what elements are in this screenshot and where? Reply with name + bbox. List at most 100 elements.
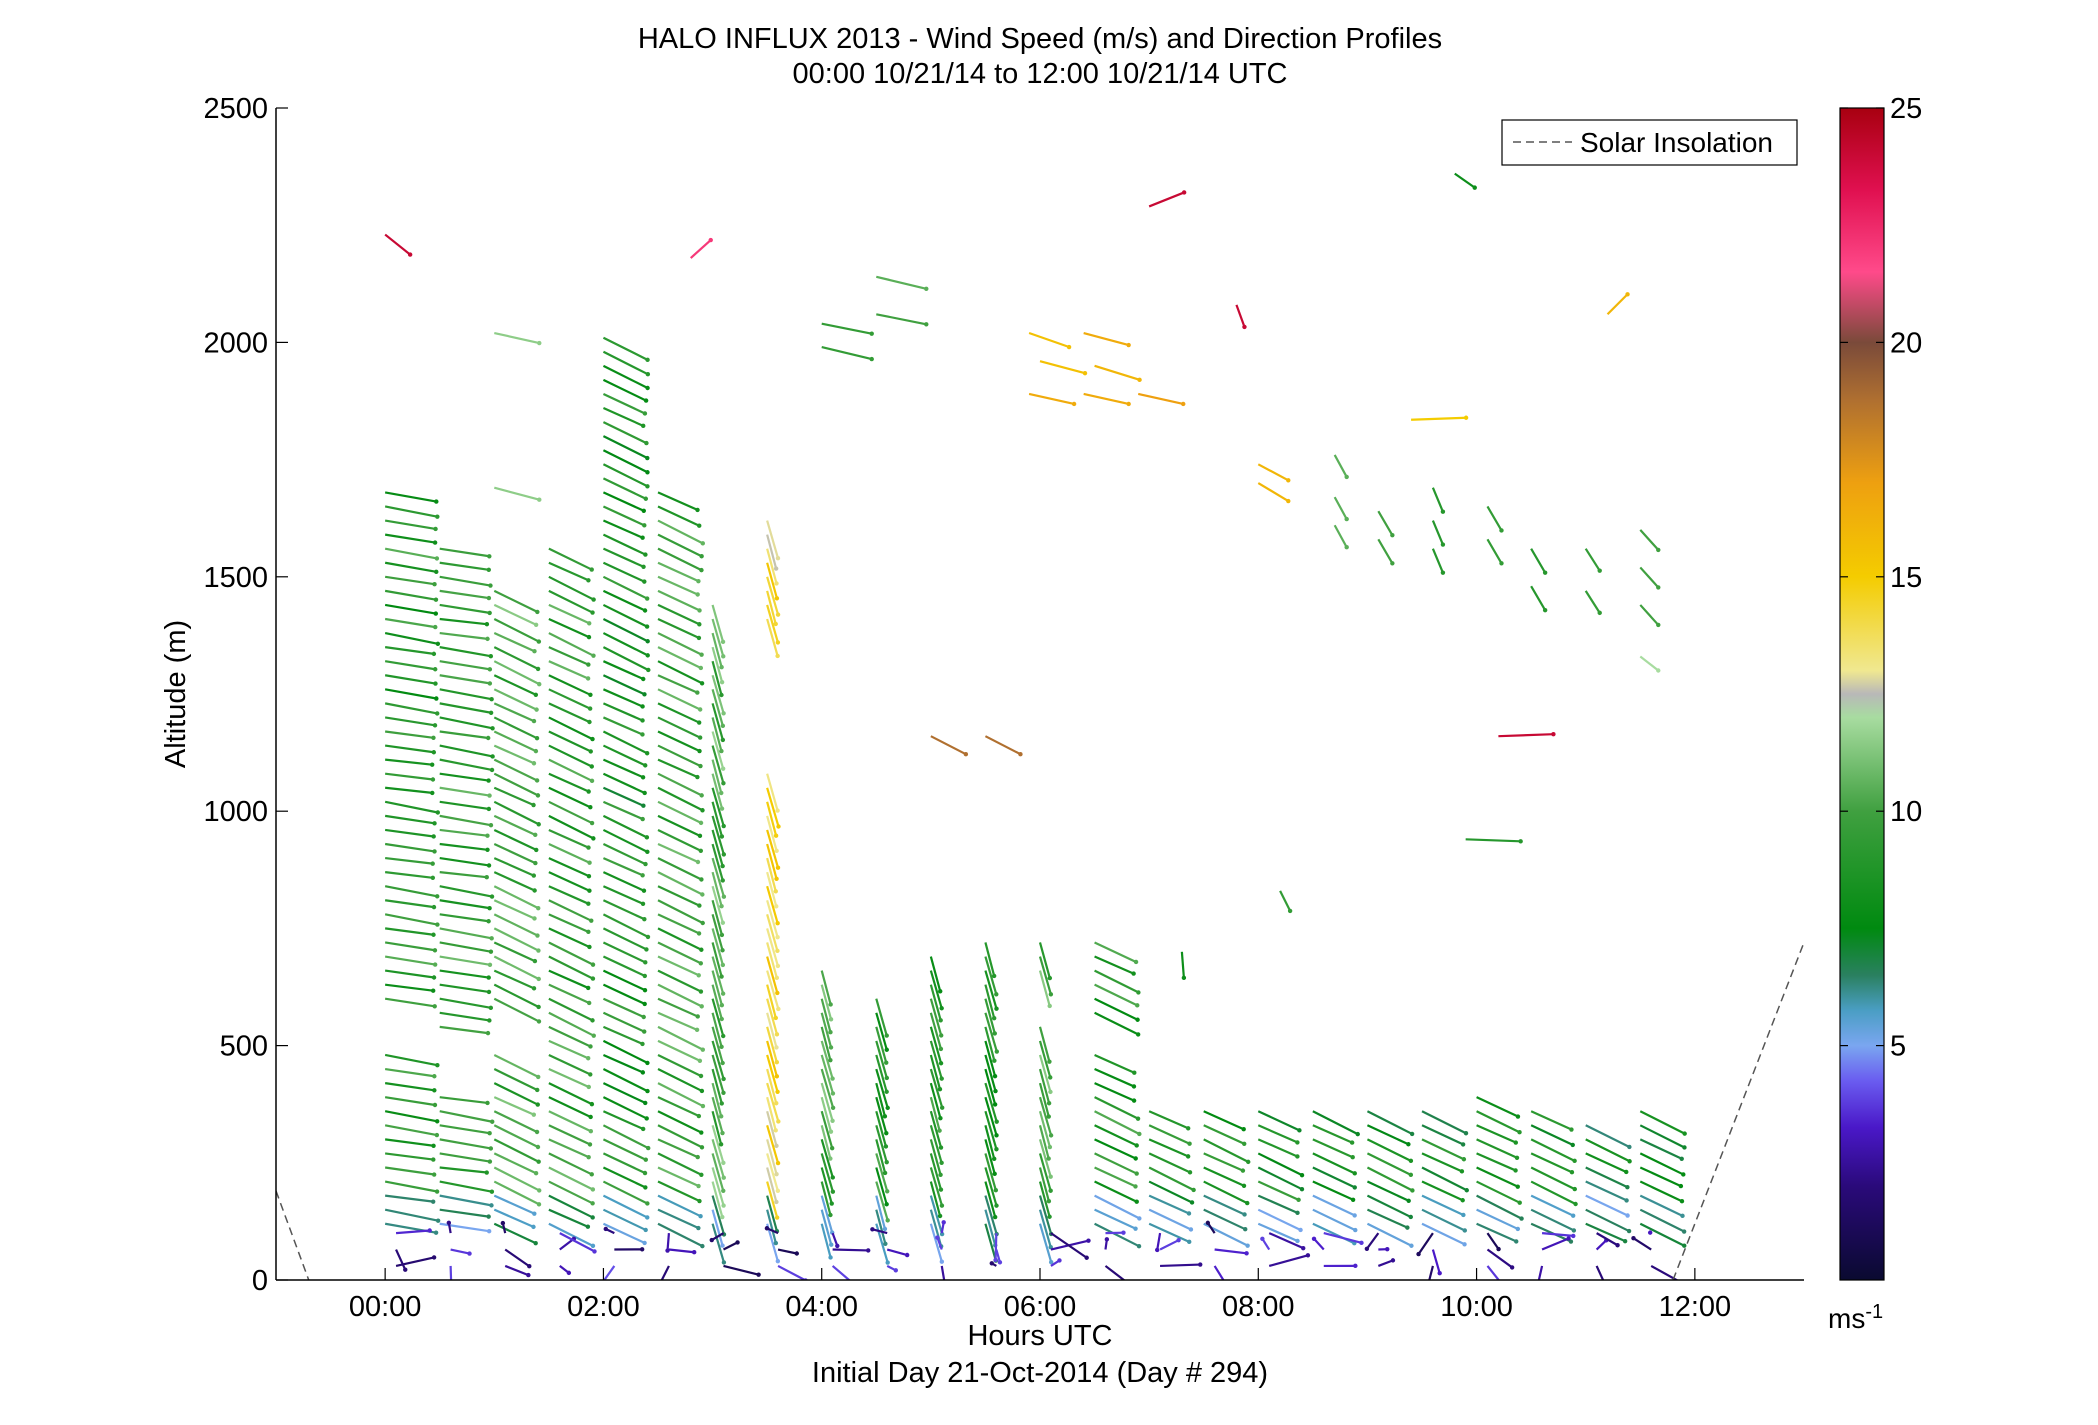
wind-barb-head <box>699 1088 705 1094</box>
x-tick-label: 02:00 <box>567 1291 640 1323</box>
wind-barb-head <box>775 1188 781 1194</box>
wind-barb-head <box>1137 1216 1142 1221</box>
wind-barb-head <box>537 340 542 346</box>
wind-barb-head <box>430 875 436 881</box>
wind-barb-head <box>535 1102 540 1107</box>
wind-barb-head <box>1515 1184 1520 1189</box>
wind-barb-head <box>720 991 726 996</box>
wind-barb <box>929 984 942 1021</box>
wind-barb <box>1038 1195 1053 1235</box>
wind-barb-head <box>883 1241 888 1247</box>
wind-barb-head <box>487 554 492 559</box>
wind-barb-head <box>697 903 702 908</box>
wind-barb <box>548 1208 589 1228</box>
wind-barb-head <box>586 662 591 667</box>
wind-barb <box>1595 1239 1608 1251</box>
wind-barb <box>385 730 434 739</box>
wind-barb-head <box>644 947 649 952</box>
wind-barb-head <box>774 596 780 601</box>
wind-barb <box>711 956 725 994</box>
wind-barb-head <box>700 808 705 813</box>
wind-barb <box>384 519 436 531</box>
wind-barb <box>1476 1180 1521 1204</box>
wind-barb <box>602 407 644 427</box>
wind-barb-head <box>884 1047 889 1052</box>
wind-barb-head <box>721 852 727 857</box>
wind-barb <box>548 646 589 666</box>
wind-barb-head <box>1570 1213 1576 1218</box>
wind-barb <box>493 969 535 990</box>
wind-barb-head <box>1135 1017 1140 1022</box>
wind-barb <box>1148 1124 1191 1145</box>
wind-barb <box>995 1249 1001 1263</box>
wind-barb <box>384 927 434 936</box>
wind-barb-head <box>433 597 439 602</box>
wind-barb-head <box>1205 1220 1211 1226</box>
wind-barb <box>602 899 645 921</box>
wind-barb-head <box>721 1188 726 1193</box>
wind-barb <box>1377 510 1394 536</box>
wind-barb <box>929 1082 942 1119</box>
wind-barb-head <box>535 609 540 615</box>
wind-barb <box>439 603 490 614</box>
wind-barb-head <box>1408 1214 1413 1220</box>
wind-barb-head <box>432 948 438 953</box>
wind-barb <box>657 1208 699 1230</box>
wind-barb <box>766 1124 780 1164</box>
wind-barb-head <box>642 523 647 528</box>
colorbar-tick-label: 15 <box>1890 562 1922 594</box>
wind-barb-head <box>586 929 591 935</box>
wind-barb <box>1094 1152 1138 1175</box>
wind-barb-head <box>937 1086 943 1092</box>
wind-barb <box>766 1209 777 1244</box>
wind-barb <box>657 702 700 724</box>
wind-barb-head <box>994 1203 999 1208</box>
wind-barb <box>984 1153 997 1191</box>
wind-barb <box>439 730 489 740</box>
wind-barb-head <box>775 865 781 870</box>
wind-barb <box>1639 566 1660 589</box>
wind-barb <box>493 1194 535 1215</box>
wind-barb-head <box>536 1019 542 1024</box>
wind-barb-head <box>537 1188 542 1193</box>
wind-barb-head <box>532 888 537 893</box>
wind-barb <box>711 1026 724 1064</box>
wind-barb-head <box>1499 561 1504 566</box>
y-tick-label: 1500 <box>203 562 268 594</box>
wind-barb <box>1083 392 1129 406</box>
wind-barb-head <box>1132 1070 1137 1075</box>
wind-barb <box>1431 548 1444 574</box>
wind-barb <box>711 970 723 1006</box>
wind-barb <box>602 1222 646 1244</box>
wind-barb <box>602 871 645 892</box>
wind-barb-head <box>963 751 969 757</box>
wind-barb-head <box>1519 1216 1524 1221</box>
wind-barb <box>1421 1222 1466 1246</box>
wind-barb <box>1039 360 1086 375</box>
wind-barb <box>875 1096 888 1134</box>
wind-barb-head <box>1126 401 1131 407</box>
wind-barb-head <box>696 1225 701 1231</box>
wind-barb <box>548 617 590 639</box>
wind-barb <box>384 1208 439 1222</box>
wind-barb <box>439 674 491 685</box>
wind-barb <box>602 702 643 722</box>
wind-barb <box>439 941 492 953</box>
wind-barb <box>766 928 779 967</box>
wind-barb <box>493 702 535 723</box>
wind-barb <box>1038 1082 1050 1117</box>
wind-barb-head <box>429 762 435 767</box>
wind-barb <box>439 1152 491 1163</box>
wind-barb <box>1411 416 1467 421</box>
wind-barb-head <box>642 1001 647 1007</box>
wind-barb-head <box>590 1187 596 1192</box>
wind-barb <box>984 984 996 1019</box>
wind-barb <box>1214 1248 1247 1255</box>
wind-barb <box>602 1068 648 1093</box>
wind-barb <box>548 561 589 582</box>
wind-barb <box>1312 1180 1354 1201</box>
wind-barb <box>766 1110 778 1147</box>
wind-barb-head <box>533 748 539 754</box>
wind-barb <box>439 1166 487 1174</box>
wind-barb-head <box>642 916 647 922</box>
